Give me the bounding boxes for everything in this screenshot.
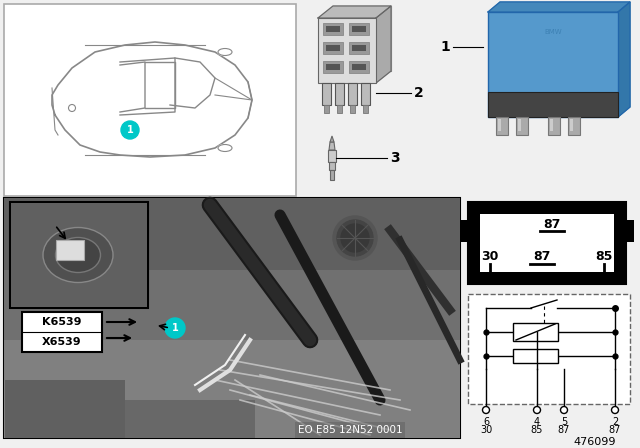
Bar <box>318 18 376 83</box>
Bar <box>460 220 468 242</box>
Text: EO E85 12N52 0001: EO E85 12N52 0001 <box>298 425 403 435</box>
Ellipse shape <box>218 48 232 56</box>
Circle shape <box>341 224 369 252</box>
Bar <box>488 12 618 117</box>
Bar <box>570 119 573 131</box>
Bar <box>4 198 460 438</box>
Text: 1: 1 <box>172 323 179 333</box>
Bar <box>22 312 102 352</box>
Bar <box>349 61 369 73</box>
Bar <box>513 323 558 341</box>
Bar <box>352 26 366 32</box>
Circle shape <box>611 406 618 414</box>
Circle shape <box>165 318 185 338</box>
Bar <box>548 117 560 135</box>
Text: 2: 2 <box>414 86 424 100</box>
Bar <box>468 202 626 284</box>
Bar <box>11 203 147 307</box>
Text: 85: 85 <box>531 425 543 435</box>
Text: 6: 6 <box>483 417 489 427</box>
Bar <box>496 117 508 135</box>
Bar <box>568 117 580 135</box>
Text: 5: 5 <box>561 417 567 427</box>
Text: 2: 2 <box>612 417 618 427</box>
Bar <box>349 23 369 35</box>
Bar <box>363 105 368 113</box>
Bar <box>352 64 366 70</box>
Bar <box>56 240 84 260</box>
Ellipse shape <box>56 237 100 272</box>
Bar <box>335 83 344 105</box>
Text: K6539: K6539 <box>42 317 82 327</box>
Text: 87: 87 <box>609 425 621 435</box>
Text: 476099: 476099 <box>573 437 616 447</box>
Circle shape <box>68 104 76 112</box>
Text: 3: 3 <box>390 151 399 165</box>
Circle shape <box>483 406 490 414</box>
Bar <box>498 119 501 131</box>
Bar <box>5 380 125 438</box>
Bar <box>323 23 343 35</box>
Bar <box>324 105 329 113</box>
Bar <box>513 349 558 363</box>
Bar <box>5 400 255 438</box>
Bar <box>10 202 148 308</box>
Polygon shape <box>488 2 630 12</box>
Bar <box>4 270 460 340</box>
Polygon shape <box>330 136 334 142</box>
Text: 85: 85 <box>595 250 612 263</box>
Bar <box>480 214 614 272</box>
Text: X6539: X6539 <box>42 337 82 347</box>
Bar <box>488 92 618 117</box>
Bar <box>322 83 331 105</box>
Circle shape <box>561 406 568 414</box>
Polygon shape <box>318 6 391 18</box>
Bar <box>323 61 343 73</box>
Bar <box>468 294 630 404</box>
Bar <box>350 105 355 113</box>
Text: 87: 87 <box>543 217 561 231</box>
Bar <box>518 119 521 131</box>
Bar <box>326 45 340 51</box>
Bar <box>329 162 335 170</box>
Bar <box>4 340 460 438</box>
Bar <box>349 42 369 54</box>
Polygon shape <box>52 42 252 157</box>
Bar <box>516 117 528 135</box>
Polygon shape <box>329 142 335 150</box>
Bar <box>626 220 634 242</box>
Bar <box>330 170 334 180</box>
Bar <box>323 42 343 54</box>
Bar <box>326 26 340 32</box>
Bar <box>550 119 553 131</box>
Text: 1: 1 <box>440 40 450 54</box>
Polygon shape <box>618 2 630 117</box>
Bar <box>352 45 366 51</box>
Bar <box>333 6 391 71</box>
Bar <box>361 83 370 105</box>
Bar <box>328 150 336 162</box>
Circle shape <box>337 220 373 256</box>
Bar <box>4 4 296 196</box>
Text: 1: 1 <box>127 125 133 135</box>
Circle shape <box>534 406 541 414</box>
Text: 30: 30 <box>481 250 499 263</box>
Text: BMW: BMW <box>544 29 562 35</box>
Ellipse shape <box>43 228 113 283</box>
Text: 87: 87 <box>533 250 550 263</box>
Text: 30: 30 <box>480 425 492 435</box>
Bar <box>348 83 357 105</box>
Circle shape <box>333 216 377 260</box>
Bar <box>326 64 340 70</box>
Text: 4: 4 <box>534 417 540 427</box>
Bar <box>4 198 460 270</box>
Circle shape <box>121 121 139 139</box>
Bar <box>337 105 342 113</box>
Polygon shape <box>376 6 391 83</box>
Ellipse shape <box>218 145 232 151</box>
Text: 87: 87 <box>558 425 570 435</box>
